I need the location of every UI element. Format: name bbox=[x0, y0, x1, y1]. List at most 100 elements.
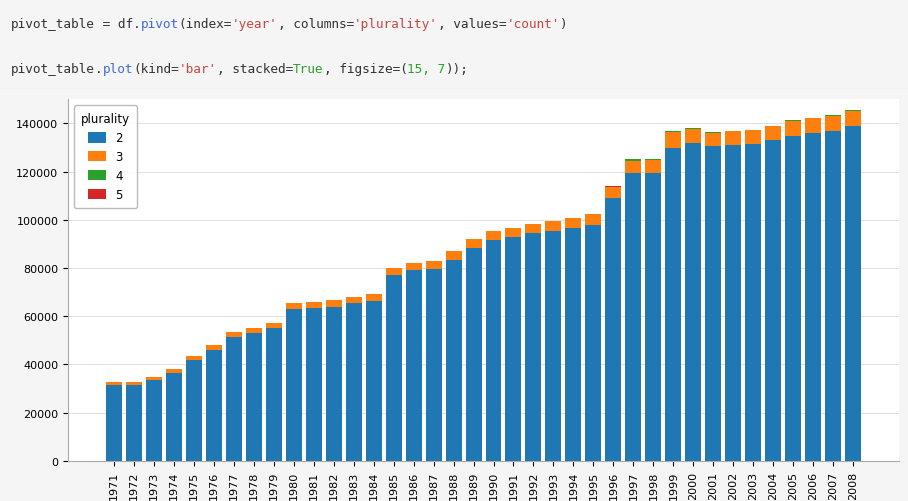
Bar bbox=[446, 252, 461, 260]
Bar bbox=[686, 130, 701, 143]
Bar bbox=[506, 228, 521, 237]
Bar bbox=[526, 233, 541, 461]
Text: 'bar': 'bar' bbox=[179, 63, 217, 76]
Bar bbox=[266, 323, 281, 329]
Bar bbox=[546, 231, 561, 461]
Bar bbox=[146, 380, 162, 461]
Bar bbox=[286, 303, 301, 310]
Bar bbox=[486, 232, 501, 241]
Bar bbox=[146, 377, 162, 380]
Bar bbox=[626, 173, 641, 461]
Bar bbox=[626, 160, 641, 161]
Text: 'year': 'year' bbox=[232, 18, 278, 31]
Bar bbox=[106, 385, 122, 461]
Bar bbox=[426, 270, 441, 461]
Text: pivot_table: pivot_table bbox=[11, 63, 94, 76]
Bar bbox=[626, 161, 641, 173]
Bar bbox=[566, 229, 581, 461]
Bar bbox=[805, 134, 821, 461]
Bar bbox=[646, 173, 661, 461]
Text: (index=: (index= bbox=[179, 18, 232, 31]
Text: 15, 7: 15, 7 bbox=[408, 63, 446, 76]
Bar bbox=[306, 308, 321, 461]
Text: ));: )); bbox=[446, 63, 469, 76]
Bar bbox=[286, 310, 301, 461]
Bar bbox=[666, 133, 681, 148]
Bar bbox=[346, 297, 361, 304]
Bar bbox=[646, 160, 661, 173]
Bar bbox=[426, 262, 441, 270]
Bar bbox=[805, 119, 821, 134]
Legend: 2, 3, 4, 5: 2, 3, 4, 5 bbox=[74, 106, 137, 208]
Bar bbox=[126, 382, 142, 385]
Bar bbox=[706, 147, 721, 461]
Text: ): ) bbox=[560, 18, 568, 31]
Text: , stacked=: , stacked= bbox=[217, 63, 293, 76]
Text: , values=: , values= bbox=[438, 18, 507, 31]
Bar bbox=[106, 382, 122, 385]
Text: .: . bbox=[94, 63, 103, 76]
Bar bbox=[606, 199, 621, 461]
Bar bbox=[386, 268, 401, 276]
Text: = df.: = df. bbox=[94, 18, 141, 31]
Text: , figsize=(: , figsize=( bbox=[323, 63, 408, 76]
Bar bbox=[166, 373, 182, 461]
Bar bbox=[586, 225, 601, 461]
Bar bbox=[326, 307, 341, 461]
Bar bbox=[266, 329, 281, 461]
Bar bbox=[725, 132, 741, 146]
Bar bbox=[686, 143, 701, 461]
Bar bbox=[186, 360, 202, 461]
Bar bbox=[825, 131, 841, 461]
Bar bbox=[346, 304, 361, 461]
Bar bbox=[646, 159, 661, 160]
Bar bbox=[745, 131, 761, 145]
Bar bbox=[166, 370, 182, 373]
Bar bbox=[246, 334, 262, 461]
Bar bbox=[666, 148, 681, 461]
Bar bbox=[486, 241, 501, 461]
Bar bbox=[466, 239, 481, 248]
Text: 'plurality': 'plurality' bbox=[354, 18, 438, 31]
Bar bbox=[765, 127, 781, 141]
Bar bbox=[326, 301, 341, 307]
Bar bbox=[206, 350, 222, 461]
Bar bbox=[406, 271, 421, 461]
Bar bbox=[785, 121, 801, 136]
Bar bbox=[606, 187, 621, 199]
Bar bbox=[686, 129, 701, 130]
Text: 'count': 'count' bbox=[507, 18, 560, 31]
Bar bbox=[186, 356, 202, 360]
Bar bbox=[206, 346, 222, 350]
Bar bbox=[586, 215, 601, 225]
Bar bbox=[386, 276, 401, 461]
Bar bbox=[366, 294, 381, 301]
Text: True: True bbox=[293, 63, 323, 76]
Bar bbox=[526, 224, 541, 233]
Bar bbox=[506, 237, 521, 461]
Bar bbox=[765, 141, 781, 461]
Bar bbox=[745, 145, 761, 461]
Bar bbox=[406, 263, 421, 271]
Bar bbox=[126, 385, 142, 461]
Bar bbox=[246, 328, 262, 334]
Text: (kind=: (kind= bbox=[133, 63, 179, 76]
Bar bbox=[825, 116, 841, 131]
Bar bbox=[785, 136, 801, 461]
Text: plot: plot bbox=[103, 63, 133, 76]
Bar bbox=[606, 186, 621, 187]
Text: , columns=: , columns= bbox=[278, 18, 354, 31]
Bar bbox=[566, 219, 581, 229]
Bar bbox=[666, 132, 681, 133]
Text: pivot: pivot bbox=[141, 18, 179, 31]
Bar bbox=[845, 127, 861, 461]
Bar bbox=[845, 112, 861, 127]
Bar bbox=[226, 337, 242, 461]
Bar bbox=[446, 260, 461, 461]
Bar bbox=[706, 133, 721, 147]
Bar bbox=[725, 146, 741, 461]
Bar bbox=[466, 248, 481, 461]
Text: pivot_table: pivot_table bbox=[11, 18, 94, 31]
Bar bbox=[366, 301, 381, 461]
Bar bbox=[546, 221, 561, 231]
